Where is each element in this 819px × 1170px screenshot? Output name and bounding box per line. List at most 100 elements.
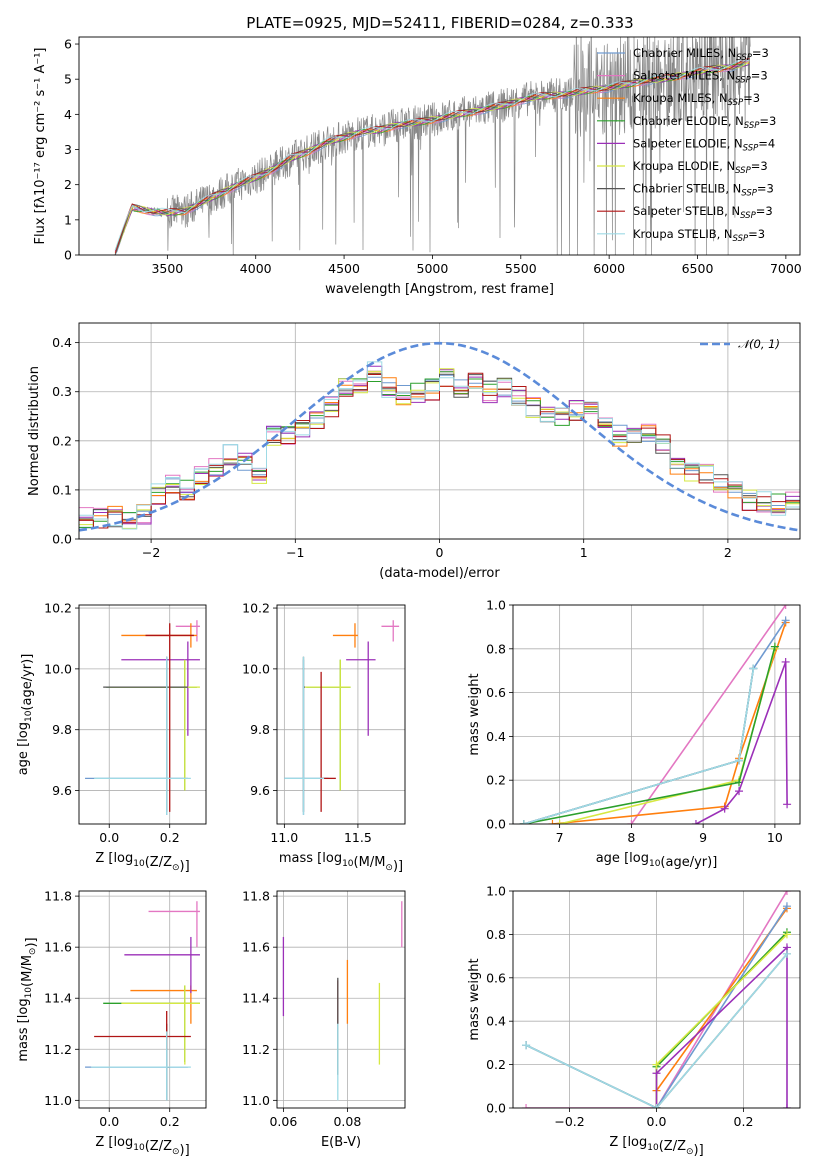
plus-marker <box>735 756 744 765</box>
x-axis-label: Z [log10(Z/Z⊙)] <box>95 851 189 874</box>
plus-marker <box>782 1104 791 1108</box>
axes-frame <box>276 890 406 1109</box>
x-axis-label: Z [log10(Z/Z⊙)] <box>609 1135 703 1158</box>
age-vs-mass-panel: 11.0 11.5 9.6 9.8 10.0 10.2 mass [log10(M/M⊙)] <box>242 601 406 874</box>
plus-marker <box>519 820 528 824</box>
x-tick-label: −0.2 <box>554 1114 584 1129</box>
plus-marker <box>749 664 758 673</box>
x-tick-label: 0.2 <box>160 1114 180 1129</box>
axes-frame <box>78 604 207 825</box>
y-tick-label: 11.6 <box>242 940 270 955</box>
y-tick-label: 11.0 <box>242 1093 270 1108</box>
plus-marker <box>782 902 791 911</box>
y-tick-label: 0.1 <box>52 482 72 497</box>
y-tick-label: 3 <box>64 142 72 157</box>
axes-frame <box>78 890 207 1109</box>
x-tick-label: 4500 <box>328 261 360 276</box>
y-tick-label: 0.3 <box>52 384 72 399</box>
y-tick-label: 11.4 <box>44 991 72 1006</box>
plus-marker <box>770 642 779 651</box>
y-tick-label: 0.8 <box>486 641 506 656</box>
legend-label: Kroupa STELIB, NSSP=3 <box>633 227 765 244</box>
y-tick-label: 1.0 <box>486 884 506 899</box>
x-tick-label: −1 <box>286 545 304 560</box>
y-tick-label: 0.0 <box>52 532 72 547</box>
weight-vs-age-panel: 7 8 9 10 0.0 0.2 0.4 0.6 0.8 1.0 age [log10(age/yr… <box>467 598 801 870</box>
y-tick-label: 10.2 <box>44 601 72 616</box>
plus-marker <box>652 1069 661 1078</box>
y-tick-label: 11.2 <box>242 1042 270 1057</box>
y-tick-label: 0.8 <box>486 927 506 942</box>
y-tick-label: 0.4 <box>52 335 72 350</box>
x-tick-label: 10 <box>767 830 783 845</box>
legend-label: Chabrier STELIB, NSSP=3 <box>633 182 774 199</box>
y-tick-label: 11.2 <box>44 1042 72 1057</box>
x-tick-label: 1 <box>580 545 588 560</box>
plus-marker <box>652 1104 661 1108</box>
x-tick-label: −2 <box>142 545 160 560</box>
axes-frame <box>78 36 801 256</box>
y-tick-label: 6 <box>64 37 72 52</box>
legend-label: Kroupa MILES, NSSP=3 <box>633 91 760 108</box>
plus-marker <box>652 1060 661 1069</box>
y-tick-label: 11.8 <box>242 889 270 904</box>
mass-vs-ebv-panel: 0.06 0.08 11.0 11.2 11.4 11.6 11.8 E(B-V) <box>242 889 406 1150</box>
legend-label: Salpeter STELIB, NSSP=3 <box>633 204 773 221</box>
x-tick-label: 0.0 <box>647 1114 667 1129</box>
y-tick-label: 0.2 <box>486 773 506 788</box>
mass-weight-line <box>630 605 787 824</box>
y-axis-label: mass weight <box>467 673 482 755</box>
x-tick-label: 0.2 <box>734 1114 754 1129</box>
y-tick-label: 0.0 <box>486 1101 506 1116</box>
plus-marker <box>627 820 636 824</box>
mass-weight-line <box>552 622 787 824</box>
y-tick-label: 0.0 <box>486 817 506 832</box>
legend-label: Salpeter ELODIE, NSSP=4 <box>633 136 775 153</box>
x-axis-label: E(B-V) <box>321 1135 361 1150</box>
plus-marker <box>720 804 729 813</box>
y-tick-label: 10.0 <box>44 661 72 676</box>
x-axis-label: Z [log10(Z/Z⊙)] <box>95 1135 189 1158</box>
y-tick-label: 0.6 <box>486 970 506 985</box>
weight-vs-metallicity-panel: −0.2 0.0 0.2 0.0 0.2 0.4 0.6 0.8 1.0 Z [log10(Z/Z… <box>467 884 801 1158</box>
plot-area <box>519 605 792 824</box>
model-spectrum-line <box>114 60 750 255</box>
plus-marker <box>782 891 791 895</box>
y-tick-label: 1 <box>64 212 72 227</box>
plot-area <box>114 37 751 255</box>
plot-area <box>282 901 403 1101</box>
x-tick-label: 0.06 <box>269 1114 297 1129</box>
spectrum-panel: 3500 4000 4500 5000 5500 6000 6500 7000 0 1 2 3 4 5 6 w… <box>33 36 802 297</box>
y-tick-label: 2 <box>64 177 72 192</box>
axes-frame <box>276 604 406 825</box>
y-axis-label: Normed distribution <box>27 366 42 496</box>
x-tick-label: 7000 <box>770 261 802 276</box>
y-tick-label: 0.4 <box>486 729 506 744</box>
x-tick-label: 0.2 <box>160 830 180 845</box>
y-tick-label: 0.2 <box>486 1057 506 1072</box>
spectrum-title: PLATE=0925, MJD=52411, FIBERID=0284, z=0… <box>246 14 633 32</box>
gaussian-reference-curve <box>79 341 800 532</box>
x-tick-label: 0.0 <box>99 830 119 845</box>
y-tick-label: 10.2 <box>242 601 270 616</box>
y-tick-label: 4 <box>64 107 72 122</box>
x-axis-label: (data-model)/error <box>379 566 500 581</box>
x-tick-label: 6500 <box>682 261 714 276</box>
x-tick-label: 8 <box>627 830 635 845</box>
model-spectrum-line <box>114 61 750 254</box>
y-tick-label: 9.8 <box>52 722 72 737</box>
mass-weight-line <box>523 619 787 824</box>
y-tick-label: 0.4 <box>486 1014 506 1029</box>
age-vs-metallicity-panel: 0.0 0.2 9.6 9.8 10.0 10.2 Z [log10(Z/Z⊙)] age [… <box>16 601 207 874</box>
axes-frame <box>78 322 801 540</box>
legend-label: Kroupa ELODIE, NSSP=3 <box>633 159 768 176</box>
plot-area <box>284 620 400 815</box>
x-axis-label: age [log10(age/yr)] <box>596 851 718 870</box>
x-tick-label: 4000 <box>240 261 272 276</box>
mass-weight-line <box>523 668 755 824</box>
y-axis-label: mass [log10(M/M⊙)] <box>16 937 39 1061</box>
x-tick-label: 11.5 <box>344 830 372 845</box>
x-tick-label: 6000 <box>593 261 625 276</box>
y-tick-label: 10.0 <box>242 661 270 676</box>
